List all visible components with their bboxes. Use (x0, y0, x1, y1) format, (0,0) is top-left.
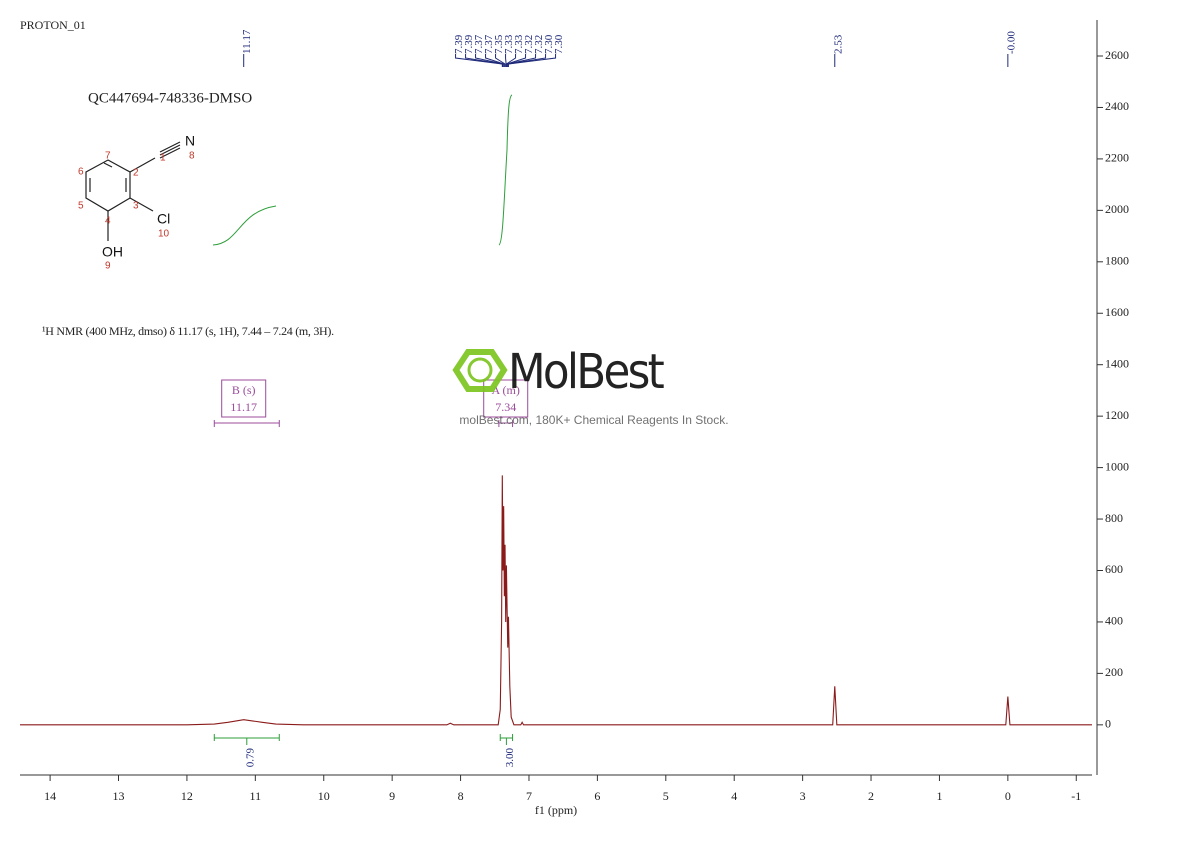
peak-label: 7.35 (493, 34, 505, 54)
peak-label: 11.17 (241, 29, 253, 54)
plot: 14 13 12 11 10 9 8 7 6 5 4 3 2 1 0 -1020040060080010001… (20, 20, 1129, 817)
locant: 4 (105, 216, 111, 227)
tagline: molBest.com, 180K+ Chemical Reagents In … (459, 413, 728, 427)
ring (85, 159, 131, 212)
locant: 6 (78, 167, 84, 178)
watermark: MolBest molBest.com, 180K+ Chemical Reag… (452, 344, 729, 427)
y-tick-label: 800 (1105, 511, 1123, 525)
cl-bond (129, 197, 154, 212)
multiplet-range (498, 420, 514, 427)
x-tick-label: -1 (1071, 789, 1081, 803)
multiplet-name: B (s) (232, 383, 256, 397)
peak-connector (505, 54, 517, 67)
y-tick-label: 2000 (1105, 202, 1129, 216)
peak-label: 7.30 (553, 34, 565, 54)
locant: 5 (78, 201, 84, 212)
peak-connector (507, 54, 557, 67)
peak-label: 7.32 (533, 35, 545, 54)
integral-trace (498, 94, 513, 246)
x-tick-label: 2 (868, 789, 874, 803)
peak-label: 7.39 (463, 34, 475, 54)
multiplet-box (483, 379, 529, 418)
peak-label: -0.00 (1005, 31, 1017, 54)
x-tick-label: 6 (594, 789, 600, 803)
locant: 8 (189, 151, 195, 162)
peak-connector (507, 54, 547, 67)
y-tick-label: 0 (1105, 717, 1111, 731)
integral-label: 0.79 (244, 748, 256, 768)
x-tick-label: 14 (44, 789, 56, 803)
y-tick-label: 1000 (1105, 459, 1129, 473)
logo-ring (467, 357, 493, 383)
x-tick-label: 4 (731, 789, 737, 803)
peak-connector (495, 54, 506, 67)
y-tick-label: 2600 (1105, 48, 1129, 62)
locant: 7 (105, 151, 111, 162)
peak-label: 7.37 (473, 34, 485, 54)
peak-label: 2.53 (832, 34, 844, 54)
locant: 9 (105, 261, 111, 272)
y-tick-label: 2400 (1105, 99, 1129, 113)
x-tick-label: 0 (1005, 789, 1011, 803)
nmr-description: ¹H NMR (400 MHz, dmso) δ 11.17 (s, 1H), … (42, 324, 334, 338)
y-tick-label: 400 (1105, 614, 1123, 628)
atom-label: OH (102, 244, 123, 260)
peak-label: 7.33 (503, 34, 515, 54)
multiplet-box (221, 379, 267, 418)
x-tick-label: 9 (389, 789, 395, 803)
integral-trace (212, 205, 277, 246)
y-tick-label: 2200 (1105, 151, 1129, 165)
multiplet-range (213, 420, 280, 427)
x-tick-label: 3 (800, 789, 806, 803)
spectrum (20, 475, 1092, 726)
atom-label: Cl (157, 211, 170, 227)
locant: 1 (160, 153, 166, 164)
x-tick-label: 11 (250, 789, 262, 803)
multiplet-shift: 11.17 (230, 400, 257, 414)
locant: 2 (133, 168, 139, 179)
x-tick-label: 12 (181, 789, 193, 803)
integral-bracket (499, 734, 514, 745)
multiplet-shift: 7.34 (495, 400, 516, 414)
ring-double (89, 162, 127, 192)
x-axis-label: f1 (ppm) (535, 803, 577, 817)
peak-connector (485, 54, 505, 67)
y-tick-label: 1400 (1105, 356, 1129, 370)
peak-label: 7.37 (483, 34, 495, 54)
x-tick-label: 13 (113, 789, 125, 803)
structure: N Cl OH 1 2 3 4 5 6 7 8 9 10 (78, 133, 195, 272)
y-tick-label: 1600 (1105, 305, 1129, 319)
sample-name: QC447694-748336-DMSO (88, 90, 252, 106)
x-tick-label: 5 (663, 789, 669, 803)
peak-label: 7.33 (513, 34, 525, 54)
y-tick-label: 1200 (1105, 408, 1129, 422)
peak-label: 7.32 (523, 35, 535, 54)
atom-label: N (185, 133, 195, 149)
locant: 3 (133, 201, 139, 212)
integral-label: 3.00 (504, 748, 516, 768)
peak-label: 7.30 (543, 34, 555, 54)
nitrile (129, 141, 181, 173)
x-tick-label: 7 (526, 789, 532, 803)
logo (452, 349, 508, 392)
x-tick-label: 8 (458, 789, 464, 803)
peak-connector (506, 54, 537, 67)
peak-connector (465, 54, 504, 67)
x-tick-label: 10 (318, 789, 330, 803)
y-tick-label: 200 (1105, 665, 1123, 679)
peak-label: 7.39 (453, 34, 465, 54)
locant: 10 (158, 229, 170, 240)
y-tick-label: 600 (1105, 562, 1123, 576)
integral-bracket (213, 734, 280, 745)
x-tick-label: 1 (936, 789, 942, 803)
y-tick-label: 1800 (1105, 254, 1129, 268)
brand: MolBest (508, 344, 664, 400)
multiplet-name: A (m) (492, 383, 520, 397)
chart-title: PROTON_01 (20, 18, 86, 32)
